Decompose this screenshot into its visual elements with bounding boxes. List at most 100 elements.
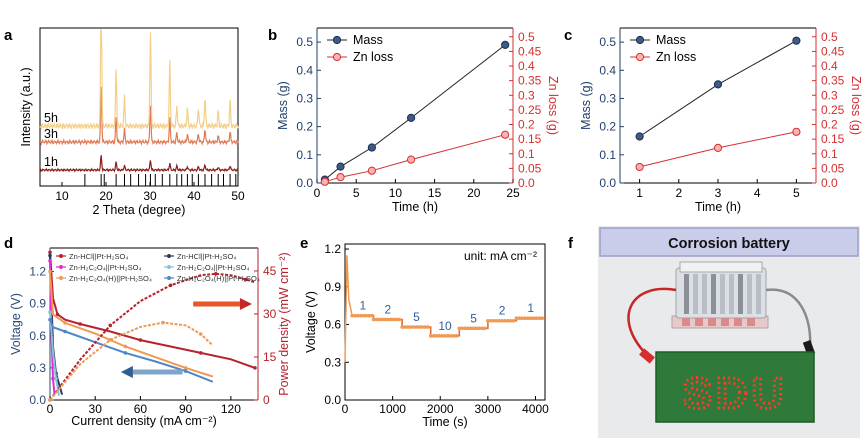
rate-point <box>466 326 470 331</box>
panel-b-zn-point <box>406 155 416 164</box>
panel-c-y2-axis-label: Zn loss (g) <box>849 76 863 135</box>
rate-point <box>503 318 507 323</box>
rate-y-tick-label: 0.3 <box>324 355 341 369</box>
rate-point <box>388 317 393 322</box>
rate-point <box>423 325 427 329</box>
rate-step-label: 5 <box>470 311 477 325</box>
wire-right <box>765 288 812 351</box>
rate-point <box>451 334 456 338</box>
rate-point <box>511 318 516 323</box>
pd-point <box>108 323 113 328</box>
pd-legend-marker <box>59 265 63 269</box>
pd-legend-label: Zn-H₂C₂O₄||Pt-H₂SO₄ <box>177 263 250 272</box>
rate-point <box>386 317 390 322</box>
rate-point <box>350 313 354 318</box>
xrd-x-tick-label: 40 <box>187 189 201 203</box>
panel-c-zn-point <box>792 127 801 136</box>
panel-c-y-tick-label: 0.5 <box>599 35 616 49</box>
rate-x-axis-label: Time (s) <box>422 415 467 429</box>
rate-point <box>377 317 382 322</box>
rate-x-tick-label: 3000 <box>475 402 502 416</box>
pd-series-hcl-power <box>49 272 256 401</box>
led-text: SDU <box>683 369 788 418</box>
device-rib <box>693 274 698 314</box>
xrd-x-tick-label: 10 <box>55 189 69 203</box>
panel-c-mass-point <box>635 132 644 141</box>
pd-y-tick-label: 0.3 <box>29 361 46 375</box>
panel-c-mass-point <box>713 80 723 89</box>
pd-legend-label: Zn-HCl||Pt-H₂SO₄ <box>69 252 128 261</box>
panel-b-zn-line <box>324 134 506 183</box>
pd-point <box>198 351 203 355</box>
panel-c-legend-mass: Mass <box>656 33 686 47</box>
rate-initial-spike <box>344 255 353 363</box>
rate-point <box>356 313 360 318</box>
rate-step-label: 1 <box>527 301 534 315</box>
rate-y-tick-label: 0.6 <box>324 318 341 332</box>
device-top <box>679 261 763 273</box>
pd-series-h2c2o4_h-voltage <box>49 271 214 378</box>
panel-b-x-tick-label: 25 <box>506 186 520 200</box>
rate-point <box>500 318 504 323</box>
panel-b-mass-point <box>501 40 510 50</box>
rate-point <box>497 318 502 323</box>
panel-b-y-tick-label: 0.0 <box>296 176 313 190</box>
pd-point <box>161 320 165 325</box>
pd-point <box>63 329 67 334</box>
pd-point <box>78 322 82 326</box>
pd-y-tick-label: 0.6 <box>29 329 46 343</box>
device-rib <box>729 274 734 314</box>
pd-y-axis-label: Voltage (V) <box>9 293 23 355</box>
rate-x-tick-label: 1000 <box>379 402 406 416</box>
rate-point <box>531 316 536 321</box>
panel-c-y2-tick-label: 0.05 <box>821 161 845 175</box>
pd-legend-marker <box>167 276 171 280</box>
pd-point <box>213 272 218 276</box>
rate-point <box>446 334 450 338</box>
device-rib <box>720 274 725 314</box>
pd-legend-label: Zn-H₂C₂O₄(H)||Pt-H₂SO₄ <box>69 274 152 283</box>
pd-point <box>51 376 55 381</box>
device-rib <box>702 274 707 314</box>
xrd-series-label: 5h <box>44 111 58 125</box>
pd-point <box>48 310 52 315</box>
panel-c-y-tick-label: 0.3 <box>599 91 616 105</box>
panel-c-legend-zn-marker <box>635 52 645 62</box>
panel-b-mass-point <box>406 113 416 123</box>
clip-left <box>639 348 655 364</box>
panel-c-legend-zn: Zn loss <box>656 50 696 64</box>
pd-point <box>48 259 52 263</box>
panel-c-x-tick-label: 2 <box>675 186 682 200</box>
rate-point <box>506 318 510 323</box>
rate-point <box>414 325 419 329</box>
panel-c-y2-tick-label: 0.35 <box>821 74 845 88</box>
xrd-series-3h <box>39 86 239 147</box>
rate-y-axis-label: Voltage (V) <box>304 291 318 353</box>
rate-point <box>408 325 413 329</box>
rate-step-label: 2 <box>499 304 506 318</box>
rate-point <box>426 325 430 329</box>
device-ribs <box>682 274 761 326</box>
panel-b-y2-tick-label: 0.0 <box>518 176 535 190</box>
rate-point <box>448 334 453 338</box>
pd-x-tick-label: 0 <box>47 402 54 416</box>
panel-c-x-tick-label: 5 <box>793 186 800 200</box>
pd-y-tick-label: 0.0 <box>29 393 46 407</box>
panel-c-y-tick-label: 0.4 <box>599 63 616 77</box>
panel-b-y-tick-label: 0.1 <box>296 148 313 162</box>
pd-point <box>183 366 188 370</box>
rate-point <box>380 317 384 322</box>
rate-step-label: 5 <box>413 310 420 324</box>
panel-b-y2-tick-label: 0.25 <box>518 103 542 117</box>
pd-y2-axis-label: Power density (mW cm⁻²) <box>277 252 291 395</box>
pd-point <box>244 277 248 282</box>
rate-step-label: 10 <box>438 319 452 333</box>
panel-label-b: b <box>268 27 277 44</box>
panel-b-y2-tick-label: 0.35 <box>518 74 542 88</box>
rate-annotation: unit: mA cm⁻² <box>464 249 537 263</box>
panel-b-x-tick-label: 5 <box>353 186 360 200</box>
pd-point <box>108 337 113 342</box>
rate-point <box>488 318 493 323</box>
panel-c-mass-point <box>792 36 801 45</box>
